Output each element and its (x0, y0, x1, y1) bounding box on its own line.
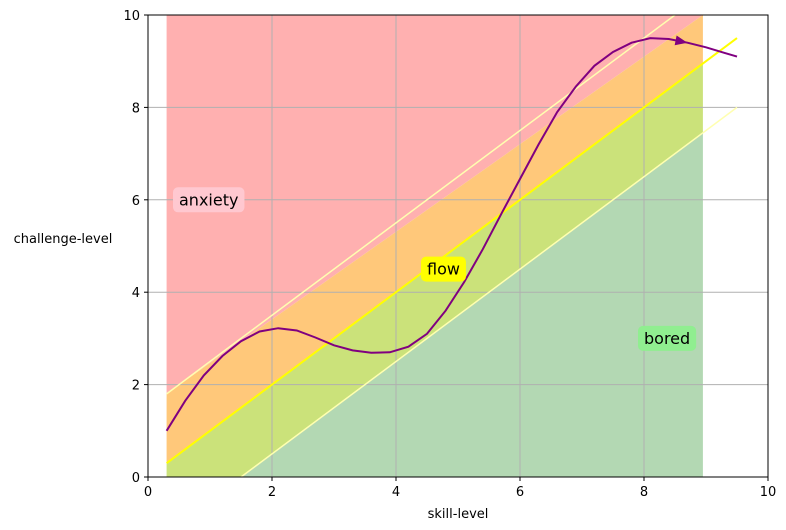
flow-lower-line (240, 106, 738, 478)
y-tick-label: 8 (132, 101, 140, 116)
y-tick-label: 6 (132, 194, 140, 209)
label-box (638, 325, 697, 351)
label-text: bored (644, 329, 690, 348)
x-tick-label: 6 (516, 485, 524, 500)
x-tick-label: 2 (268, 485, 276, 500)
x-tick-label: 8 (640, 485, 648, 500)
x-axis-ticks: 0 2 4 6 8 10 (144, 477, 776, 500)
channel-lines (166, 14, 738, 478)
label-flow: flow (421, 256, 466, 282)
anxiety-region (166, 15, 703, 394)
x-tick-label: 10 (760, 485, 777, 500)
x-axis-label: skill-level (428, 507, 489, 522)
x-tick-label: 4 (392, 485, 400, 500)
flow-center-line (166, 37, 738, 464)
region-labels: anxiety flow bored (173, 187, 697, 351)
flow-upper-line (166, 14, 676, 395)
trajectory-line (165, 37, 738, 432)
y-tick-label: 0 (132, 471, 140, 486)
region-fills (166, 15, 703, 478)
y-tick-label: 2 (132, 379, 140, 394)
label-anxiety: anxiety (173, 187, 245, 213)
y-axis-ticks: 0 2 4 6 8 10 (123, 9, 148, 486)
y-tick-label: 4 (132, 286, 140, 301)
x-tick-label: 0 (144, 485, 152, 500)
y-tick-label: 10 (123, 9, 140, 24)
trajectory-arrow (674, 35, 688, 46)
label-text: anxiety (179, 190, 238, 209)
flow-upper-region (166, 15, 703, 464)
trajectory-curve (165, 35, 738, 432)
label-box (173, 187, 245, 213)
label-text: flow (427, 260, 460, 279)
label-bored: bored (638, 325, 697, 351)
y-axis-label: challenge-level (14, 232, 113, 247)
plot-frame (147, 14, 769, 478)
label-box (421, 256, 466, 282)
